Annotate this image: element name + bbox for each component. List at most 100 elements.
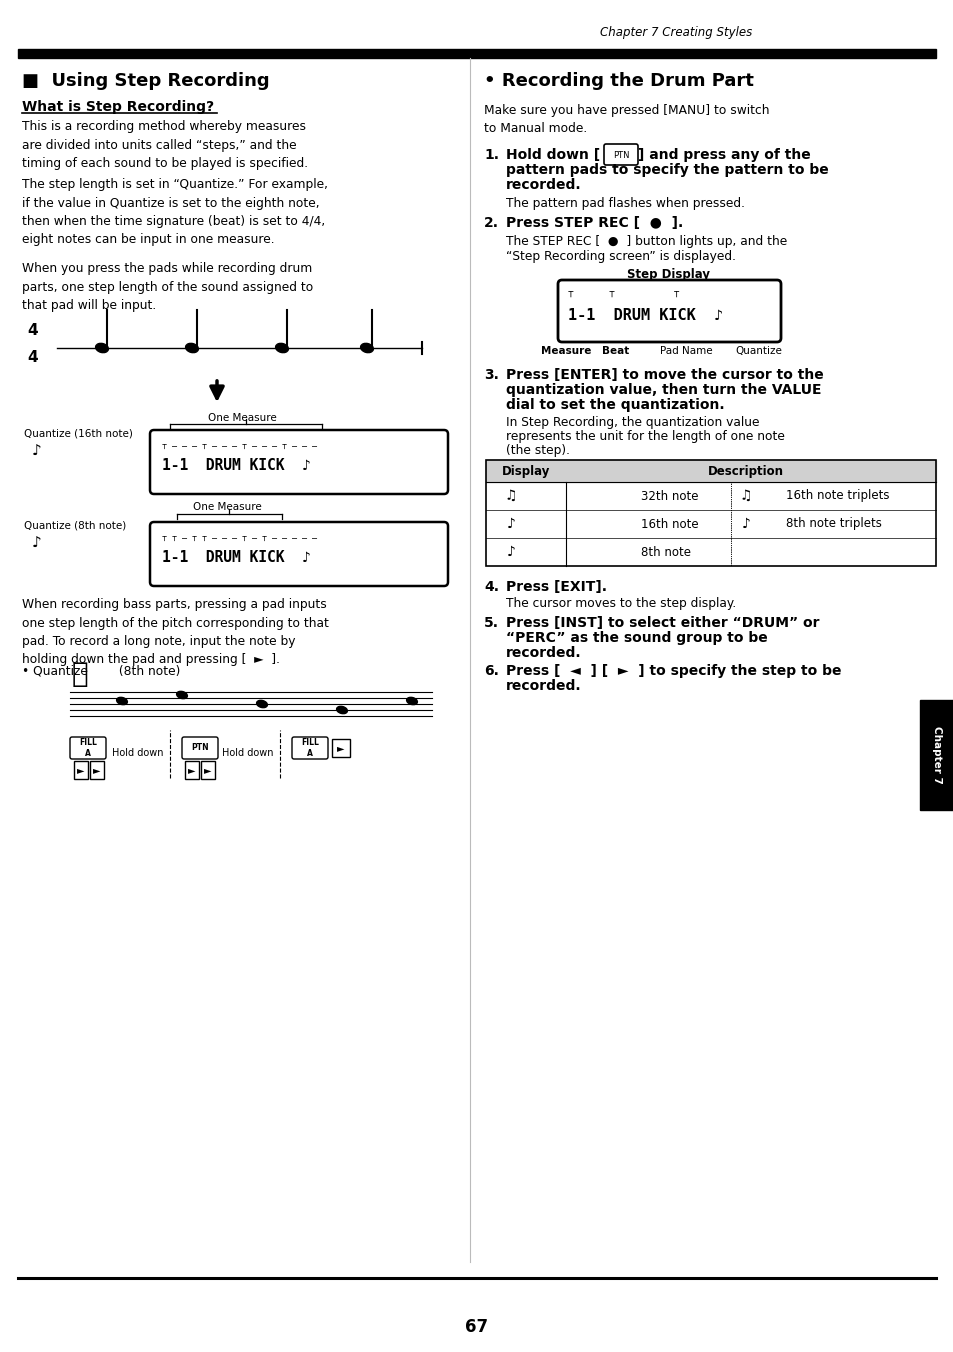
Text: Press [INST] to select either “DRUM” or: Press [INST] to select either “DRUM” or [505, 617, 819, 630]
Bar [485, 460, 935, 483]
Text: Measure: Measure [540, 346, 591, 356]
Text: Make sure you have pressed [MANU] to switch
to Manual mode.: Make sure you have pressed [MANU] to swi… [483, 104, 769, 135]
Text: (the step).: (the step). [505, 443, 569, 457]
Text: 1.: 1. [483, 147, 498, 162]
Text: 32th note: 32th note [640, 489, 698, 503]
Text: PTN: PTN [612, 150, 629, 160]
Text: ♫: ♫ [504, 489, 517, 503]
Bar [485, 460, 935, 566]
Text: 1-1  DRUM KICK  ♪: 1-1 DRUM KICK ♪ [567, 307, 722, 323]
Text: Pad Name: Pad Name [659, 346, 712, 356]
Text: quantization value, then turn the VALUE: quantization value, then turn the VALUE [505, 383, 821, 397]
Text: One Measure: One Measure [208, 412, 276, 423]
Text: Press [ENTER] to move the cursor to the: Press [ENTER] to move the cursor to the [505, 368, 822, 383]
Text: FILL
A: FILL A [79, 738, 97, 757]
Bar [74, 761, 88, 779]
Text: When you press the pads while recording drum
parts, one step length of the sound: When you press the pads while recording … [22, 262, 313, 312]
Bar [919, 700, 953, 810]
Text: Press [  ◄  ] [  ►  ] to specify the step to be: Press [ ◄ ] [ ► ] to specify the step to… [505, 664, 841, 677]
Text: Step Display: Step Display [627, 268, 710, 281]
Bar [18, 49, 935, 58]
Text: Chapter 7 Creating Styles: Chapter 7 Creating Styles [599, 26, 752, 39]
Text: ►: ► [337, 744, 344, 753]
Bar [90, 761, 104, 779]
Ellipse shape [176, 691, 187, 699]
Bar [185, 761, 199, 779]
Text: Quantize: Quantize [735, 346, 781, 356]
Text: The STEP REC [  ●  ] button lights up, and the: The STEP REC [ ● ] button lights up, and… [505, 235, 786, 247]
Text: Description: Description [707, 465, 783, 477]
Text: When recording bass parts, pressing a pad inputs
one step length of the pitch co: When recording bass parts, pressing a pa… [22, 598, 329, 667]
Text: • Quantize        (8th note): • Quantize (8th note) [22, 665, 180, 677]
Text: 16th note: 16th note [640, 518, 698, 530]
Ellipse shape [406, 698, 417, 704]
Ellipse shape [186, 343, 198, 353]
Text: 𝄢: 𝄢 [71, 660, 89, 688]
Text: Quantize (8th note): Quantize (8th note) [24, 521, 126, 530]
Text: Hold down [: Hold down [ [505, 147, 599, 162]
Text: ♪: ♪ [506, 545, 515, 558]
FancyBboxPatch shape [603, 145, 638, 165]
Text: • Recording the Drum Part: • Recording the Drum Part [483, 72, 753, 91]
Text: ♪: ♪ [32, 443, 42, 458]
Text: Press [EXIT].: Press [EXIT]. [505, 580, 606, 594]
Text: 5.: 5. [483, 617, 498, 630]
Text: ■  Using Step Recording: ■ Using Step Recording [22, 72, 270, 91]
Text: 3.: 3. [483, 368, 498, 383]
Text: What is Step Recording?: What is Step Recording? [22, 100, 213, 114]
Text: ♪: ♪ [32, 535, 42, 552]
Text: Beat: Beat [601, 346, 629, 356]
Text: ►: ► [204, 765, 212, 775]
Text: dial to set the quantization.: dial to set the quantization. [505, 397, 724, 412]
Text: This is a recording method whereby measures
are divided into units called “steps: This is a recording method whereby measu… [22, 120, 308, 170]
FancyBboxPatch shape [70, 737, 106, 758]
Text: “PERC” as the sound group to be: “PERC” as the sound group to be [505, 631, 767, 645]
Text: ►: ► [188, 765, 195, 775]
Text: Hold down: Hold down [222, 748, 274, 758]
Bar [332, 740, 350, 757]
Text: Quantize (16th note): Quantize (16th note) [24, 429, 132, 438]
Text: The step length is set in “Quantize.” For example,
if the value in Quantize is s: The step length is set in “Quantize.” Fo… [22, 178, 328, 246]
Text: ⊤ — — — ⊤ — — — ⊤ — — — ⊤ — — —: ⊤ — — — ⊤ — — — ⊤ — — — ⊤ — — — [162, 442, 316, 452]
Text: In Step Recording, the quantization value: In Step Recording, the quantization valu… [505, 416, 759, 429]
Text: PTN: PTN [191, 744, 209, 753]
Text: pattern pads to specify the pattern to be: pattern pads to specify the pattern to b… [505, 164, 828, 177]
FancyBboxPatch shape [150, 430, 448, 493]
Text: 4: 4 [27, 323, 37, 338]
Ellipse shape [275, 343, 288, 353]
FancyBboxPatch shape [558, 280, 781, 342]
Text: 4: 4 [27, 350, 37, 365]
FancyBboxPatch shape [182, 737, 218, 758]
Text: 1-1  DRUM KICK  ♪: 1-1 DRUM KICK ♪ [162, 550, 311, 565]
Text: ♪: ♪ [740, 516, 750, 531]
Text: Chapter 7: Chapter 7 [931, 726, 941, 784]
Text: 8th note triplets: 8th note triplets [785, 518, 881, 530]
Bar [201, 761, 214, 779]
Text: 2.: 2. [483, 216, 498, 230]
Text: Hold down: Hold down [112, 748, 163, 758]
Text: 1-1  DRUM KICK  ♪: 1-1 DRUM KICK ♪ [162, 458, 311, 473]
Text: recorded.: recorded. [505, 679, 581, 694]
Text: The cursor moves to the step display.: The cursor moves to the step display. [505, 598, 736, 610]
Text: 4.: 4. [483, 580, 498, 594]
Text: recorded.: recorded. [505, 178, 581, 192]
Text: 6.: 6. [483, 664, 498, 677]
Text: FILL
A: FILL A [301, 738, 318, 757]
Text: ►: ► [77, 765, 85, 775]
Text: “Step Recording screen” is displayed.: “Step Recording screen” is displayed. [505, 250, 735, 264]
Text: ►: ► [93, 765, 101, 775]
Ellipse shape [95, 343, 109, 353]
Text: recorded.: recorded. [505, 646, 581, 660]
Text: One Measure: One Measure [193, 502, 261, 512]
Text: 16th note triplets: 16th note triplets [785, 489, 888, 503]
Ellipse shape [116, 698, 128, 704]
Text: ♪: ♪ [506, 516, 515, 531]
Ellipse shape [256, 700, 267, 707]
Text: Press STEP REC [  ●  ].: Press STEP REC [ ● ]. [505, 216, 682, 230]
FancyBboxPatch shape [150, 522, 448, 585]
Text: 67: 67 [465, 1318, 488, 1336]
Ellipse shape [360, 343, 373, 353]
Text: The pattern pad flashes when pressed.: The pattern pad flashes when pressed. [505, 197, 744, 210]
Text: ] and press any of the: ] and press any of the [638, 147, 810, 162]
Text: ⊤ ⊤ — ⊤ ⊤ — — — ⊤ — ⊤ — — — — —: ⊤ ⊤ — ⊤ ⊤ — — — ⊤ — ⊤ — — — — — [162, 534, 316, 544]
